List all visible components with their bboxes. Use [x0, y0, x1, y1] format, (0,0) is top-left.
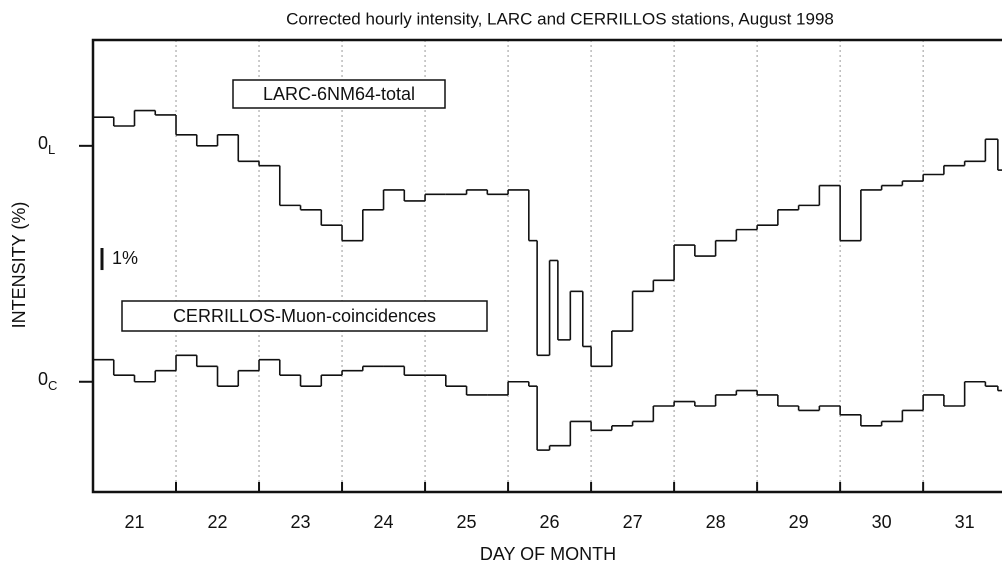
- y-tick-label: 0L: [38, 133, 55, 158]
- scale-bar-label: 1%: [112, 248, 138, 268]
- series-label-box: [232, 79, 446, 109]
- chart-title: Corrected hourly intensity, LARC and CER…: [286, 9, 834, 28]
- series-label-box: [121, 300, 488, 332]
- series-label: LARC-6NM64-total: [263, 84, 415, 104]
- x-tick-label: 21: [124, 512, 144, 532]
- x-tick-label: 22: [208, 512, 228, 532]
- y-tick-label: 0C: [38, 369, 57, 394]
- x-tick-label: 24: [374, 512, 394, 532]
- x-tick-label: 31: [955, 512, 975, 532]
- y-tick-label-sub: C: [48, 378, 57, 393]
- x-tick-label: 25: [457, 512, 477, 532]
- y-tick-label-sub: L: [48, 142, 55, 157]
- x-tick-label: 27: [623, 512, 643, 532]
- x-tick-label: 30: [872, 512, 892, 532]
- y-tick-label-main: 0: [38, 369, 48, 389]
- series-label: CERRILLOS-Muon-coincidences: [173, 306, 436, 326]
- x-axis-label: DAY OF MONTH: [480, 544, 616, 564]
- y-axis-label: INTENSITY (%): [9, 202, 29, 329]
- axis-frame: [91, 38, 1002, 494]
- x-tick-label: 28: [706, 512, 726, 532]
- x-tick-label: 29: [789, 512, 809, 532]
- step-riser: [112, 355, 999, 451]
- x-tick-label: 26: [540, 512, 560, 532]
- step-riser: [112, 110, 999, 367]
- y-tick-label-main: 0: [38, 133, 48, 153]
- x-tick-label: 23: [291, 512, 311, 532]
